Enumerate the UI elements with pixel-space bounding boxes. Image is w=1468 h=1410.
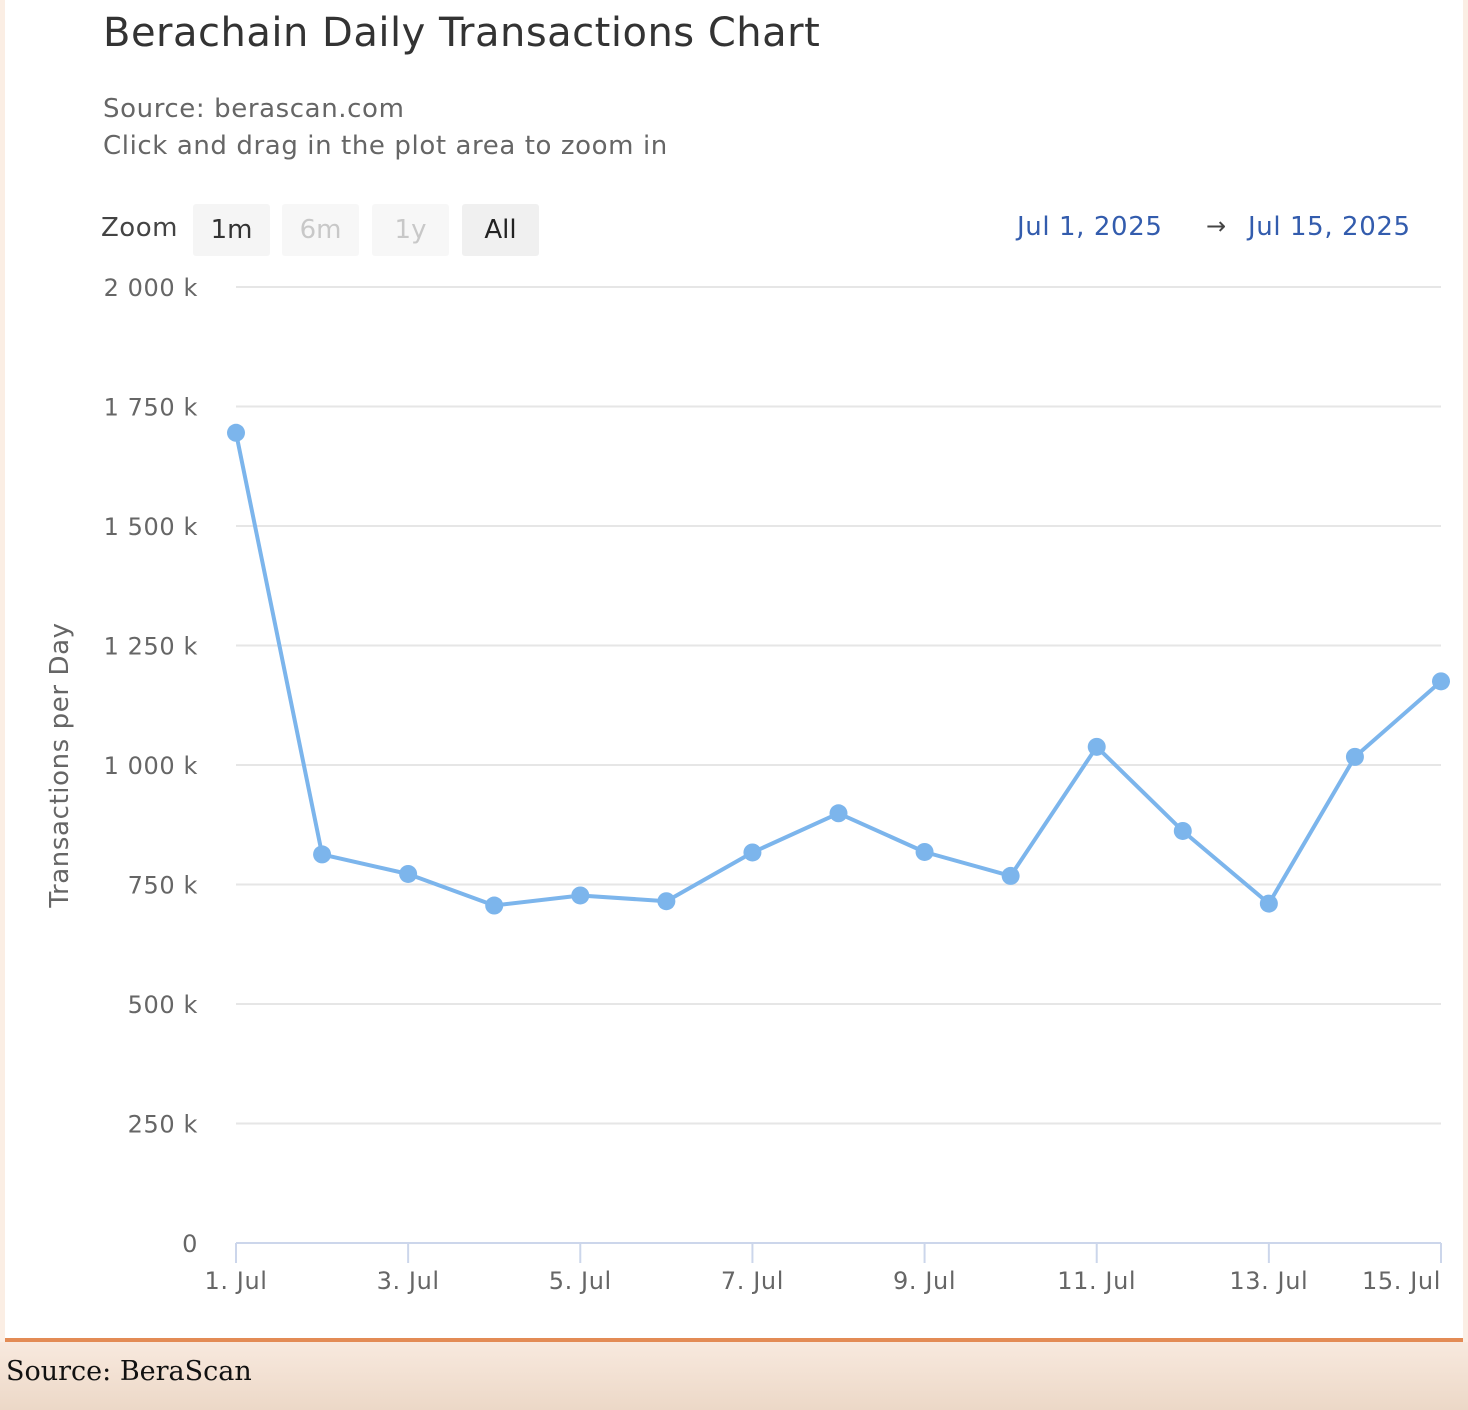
- y-tick-label: 2 000 k: [104, 274, 198, 302]
- data-point[interactable]: [829, 804, 848, 823]
- data-point[interactable]: [227, 423, 245, 442]
- data-point[interactable]: [657, 892, 676, 911]
- y-tick-label: 1 000 k: [104, 752, 198, 780]
- zoom-1y-button[interactable]: 1y: [372, 204, 449, 256]
- data-point[interactable]: [1259, 894, 1278, 913]
- data-point[interactable]: [915, 842, 934, 861]
- data-point[interactable]: [743, 843, 762, 862]
- series-line: [234, 430, 1443, 908]
- zoom-all-button[interactable]: All: [462, 204, 539, 256]
- data-point[interactable]: [1087, 737, 1106, 756]
- data-point[interactable]: [1173, 821, 1192, 840]
- range-from-input[interactable]: Jul 1, 2025: [1017, 212, 1163, 242]
- data-point[interactable]: [399, 864, 418, 883]
- y-axis-title: Transactions per Day: [45, 622, 75, 908]
- range-to-input[interactable]: Jul 15, 2025: [1248, 212, 1411, 242]
- x-tick-label: 11. Jul: [1057, 1267, 1136, 1295]
- zoom-6m-button[interactable]: 6m: [282, 204, 359, 256]
- data-point[interactable]: [313, 845, 332, 864]
- data-point[interactable]: [1001, 866, 1020, 885]
- x-tick-label: 1. Jul: [204, 1267, 267, 1295]
- chart-plot[interactable]: 0 250 k 500 k 750 k 1 000 k 1 250 k 1 500 k 1 7…: [0, 0, 1468, 1338]
- y-tick-label: 500 k: [128, 991, 198, 1019]
- footer-source: Source: BeraScan: [6, 1356, 252, 1387]
- zoom-1m-button[interactable]: 1m: [193, 204, 270, 256]
- x-tick-label: 3. Jul: [377, 1267, 440, 1295]
- y-tick-label: 0: [182, 1230, 198, 1258]
- accent-divider: [5, 1338, 1463, 1342]
- x-tick-label: 9. Jul: [893, 1267, 956, 1295]
- x-tick-label: 15. Jul: [1362, 1267, 1441, 1295]
- footer: Source: BeraScan: [0, 1342, 1468, 1410]
- y-tick-label: 1 250 k: [104, 633, 198, 661]
- grid-lines: [236, 286, 1441, 1125]
- series-transactions: [227, 423, 1450, 915]
- data-point[interactable]: [485, 896, 504, 915]
- data-point[interactable]: [571, 886, 590, 905]
- range-arrow-icon: →: [1206, 212, 1227, 240]
- chart-title: Berachain Daily Transactions Chart: [103, 10, 821, 56]
- data-point[interactable]: [1345, 747, 1364, 766]
- data-point[interactable]: [1432, 672, 1450, 691]
- chart-subtitle-source: Source: berascan.com: [103, 94, 405, 124]
- y-tick-label: 1 750 k: [104, 394, 198, 422]
- y-axis: 0 250 k 500 k 750 k 1 000 k 1 250 k 1 500 k 1 7…: [104, 274, 198, 1258]
- x-tick-label: 5. Jul: [549, 1267, 612, 1295]
- y-tick-label: 250 k: [128, 1111, 198, 1139]
- y-tick-label: 1 500 k: [104, 513, 198, 541]
- y-tick-label: 750 k: [128, 872, 198, 900]
- chart-container[interactable]: Berachain Daily Transactions Chart Sourc…: [5, 0, 1463, 1338]
- chart-subtitle-hint: Click and drag in the plot area to zoom …: [103, 131, 668, 161]
- x-tick-label: 7. Jul: [721, 1267, 784, 1295]
- zoom-label: Zoom: [101, 213, 178, 243]
- x-axis: 1. Jul 3. Jul 5. Jul 7. Jul 9. Jul 11. Jul 13.…: [204, 1242, 1442, 1295]
- x-tick-label: 13. Jul: [1229, 1267, 1308, 1295]
